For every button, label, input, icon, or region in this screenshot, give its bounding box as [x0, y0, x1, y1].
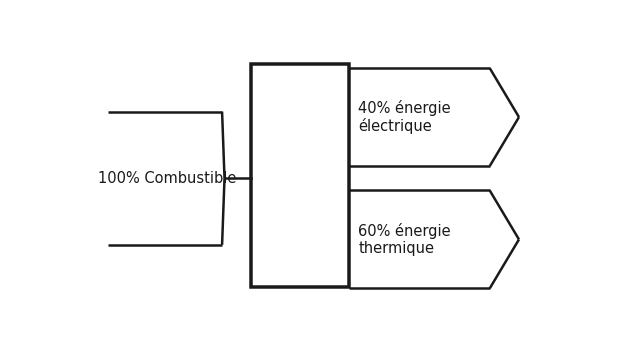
Text: 60% énergie
thermique: 60% énergie thermique: [359, 223, 451, 256]
Bar: [251, 64, 349, 287]
Text: 40% énergie
électrique: 40% énergie électrique: [359, 100, 451, 134]
Text: 100% Combustible: 100% Combustible: [98, 171, 236, 186]
